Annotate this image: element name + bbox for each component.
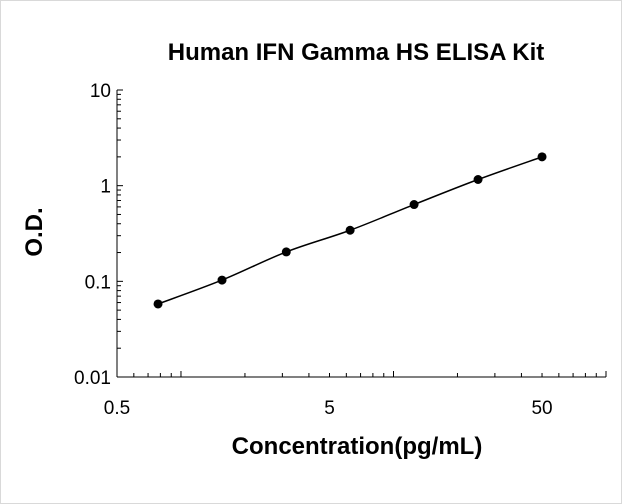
- data-point: [153, 299, 163, 309]
- data-point: [345, 225, 355, 235]
- data-point: [281, 247, 291, 257]
- y-tick-label: 0.1: [85, 272, 111, 293]
- data-point: [537, 152, 547, 162]
- y-axis-label: O.D.: [21, 207, 48, 256]
- x-tick-label: 5: [324, 398, 335, 419]
- y-tick-label: 10: [90, 81, 111, 102]
- chart-title: Human IFN Gamma HS ELISA Kit: [168, 39, 545, 66]
- y-tick-label: 0.01: [74, 368, 111, 389]
- data-point: [217, 275, 227, 285]
- tick-labels: 0.01 0.1 1 10 0.5 5 50: [74, 81, 553, 419]
- x-axis-label: Concentration(pg/mL): [232, 433, 483, 460]
- x-tick-label: 0.5: [104, 398, 130, 419]
- data-points: [153, 152, 547, 309]
- axes: [116, 89, 607, 378]
- y-tick-label: 1: [100, 177, 111, 198]
- data-point: [473, 175, 483, 185]
- data-point: [409, 200, 419, 210]
- x-tick-label: 50: [531, 398, 552, 419]
